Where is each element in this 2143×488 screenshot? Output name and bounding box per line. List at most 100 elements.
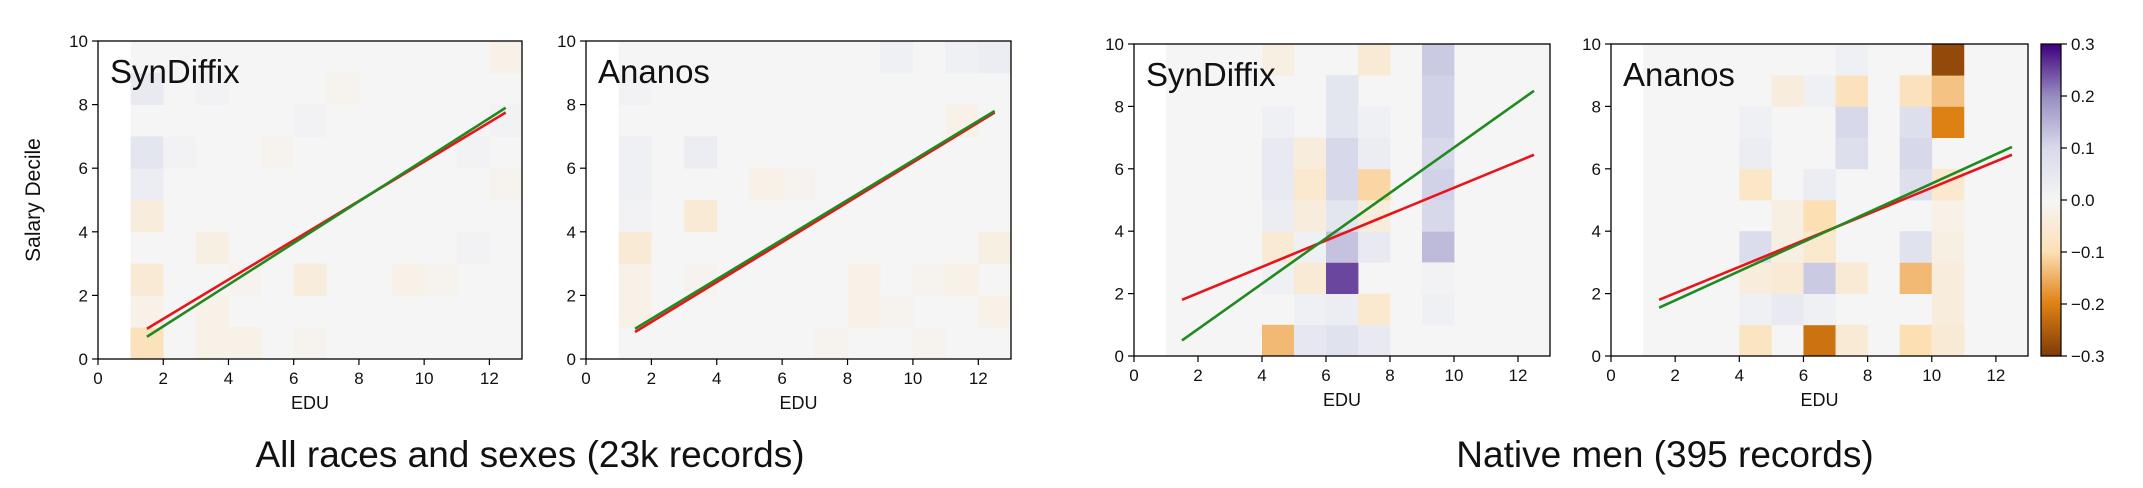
heatmap-cell (618, 263, 652, 296)
x-axis-label: EDU (1800, 390, 1838, 410)
colorbar-tick-label: −0.3 (2071, 347, 2105, 366)
colorbar-segment (2041, 166, 2061, 170)
heatmap-cell (1358, 44, 1391, 76)
heatmap-cell (1326, 262, 1359, 294)
heatmap-cell (1835, 324, 1869, 357)
y-tick-label: 8 (79, 96, 88, 115)
chart-panel-4: 0 2 4 6 8 10 12 0 2 4 6 8 10 EDU Ananos (1582, 35, 2029, 410)
colorbar-segment (2041, 98, 2061, 102)
x-tick-label: 6 (1321, 366, 1330, 385)
colorbar-segment (2041, 122, 2061, 126)
colorbar-segment (2041, 163, 2061, 167)
x-tick-label: 2 (1193, 366, 1202, 385)
colorbar-segment (2041, 231, 2061, 235)
x-tick-label: 0 (1129, 366, 1138, 385)
colorbar-segment (2041, 109, 2061, 113)
colorbar-segment (2041, 197, 2061, 201)
colorbar-segment (2041, 137, 2061, 141)
colorbar-segment (2041, 189, 2061, 193)
regression-line-red (146, 111, 507, 330)
y-axis-label: Salary Decile (22, 138, 45, 262)
colorbar-segment (2041, 272, 2061, 276)
colorbar-segment (2041, 210, 2061, 214)
y-tick-label: 0 (1115, 347, 1124, 366)
heatmap-cell (1294, 168, 1327, 201)
colorbar-segment (2041, 220, 2061, 224)
y-tick-label: 0 (567, 350, 576, 369)
x-tick-label: 2 (647, 369, 656, 388)
heatmap-cell (195, 72, 229, 105)
heatmap-cell (880, 41, 914, 74)
colorbar-segment (2041, 202, 2061, 206)
heatmap-cell (945, 41, 979, 74)
colorbar-tick-label: 0.0 (2071, 191, 2095, 210)
heatmap-cell (618, 168, 652, 201)
heatmap-cell (1262, 231, 1295, 263)
colorbar-segment (2041, 111, 2061, 115)
colorbar-segment (2041, 314, 2061, 318)
y-tick-label: 4 (79, 223, 88, 242)
regression-line-red (634, 111, 996, 334)
colorbar-segment (2041, 88, 2061, 92)
heatmap-cell (1422, 200, 1455, 232)
colorbar-segment (2041, 262, 2061, 266)
colorbar-segment (2041, 161, 2061, 165)
x-tick-label: 8 (843, 369, 852, 388)
y-tick-label: 6 (1115, 160, 1124, 179)
colorbar-segment (2041, 317, 2061, 321)
colorbar-segment (2041, 132, 2061, 136)
heatmap-cell (456, 231, 490, 264)
heatmap-cell (130, 136, 164, 169)
colorbar-segment (2041, 150, 2061, 154)
colorbar-segment (2041, 332, 2061, 336)
y-tick-label: 2 (79, 286, 88, 305)
heatmap-cell (1294, 262, 1327, 294)
colorbar-segment (2041, 64, 2061, 68)
heatmap-cell (1262, 168, 1295, 201)
colorbar-segment (2041, 77, 2061, 81)
x-tick-label: 12 (480, 369, 499, 388)
colorbar-segment (2041, 85, 2061, 89)
heatmap-cell (424, 263, 458, 296)
colorbar-segment (2041, 62, 2061, 66)
heatmap-cell (1803, 262, 1836, 294)
heatmap-cell (618, 136, 652, 169)
y-tick-label: 8 (567, 96, 576, 115)
heatmap-cell (1326, 168, 1359, 201)
colorbar-segment (2041, 350, 2061, 354)
colorbar-segment (2041, 353, 2061, 357)
heatmap-cell (1422, 75, 1455, 107)
heatmap-cell (1803, 168, 1836, 201)
y-tick-label: 8 (1115, 97, 1124, 116)
axes-frame (1610, 43, 2029, 357)
colorbar-segment (2041, 228, 2061, 232)
colorbar-segment (2041, 278, 2061, 282)
x-tick-label: 4 (712, 369, 721, 388)
heatmap-cell (391, 263, 425, 296)
heatmap-cell (261, 136, 295, 169)
colorbar-segment (2041, 275, 2061, 279)
heatmap-cell (1422, 137, 1455, 170)
colorbar-segment (2041, 54, 2061, 58)
y-tick-label: 4 (567, 223, 576, 242)
caption-native-men: Native men (395 records) (1456, 434, 1874, 475)
heatmap-cell (293, 104, 327, 137)
colorbar-segment (2041, 129, 2061, 133)
heatmap-cell (1931, 293, 1965, 326)
heatmap-cell (293, 263, 327, 296)
colorbar-segment (2041, 348, 2061, 352)
heatmap-cell (489, 168, 523, 201)
colorbar-segment (2041, 116, 2061, 120)
heatmap-cell (1739, 137, 1772, 170)
x-tick-label: 12 (969, 369, 988, 388)
colorbar-segment (2041, 335, 2061, 339)
colorbar-segment (2041, 205, 2061, 209)
regression-line-green (146, 106, 507, 338)
colorbar-segment (2041, 140, 2061, 144)
y-tick-label: 0 (79, 350, 88, 369)
heatmap-cell (195, 295, 229, 328)
heatmap-cell (1262, 262, 1295, 294)
colorbar-segment (2041, 179, 2061, 183)
x-axis-label: EDU (779, 393, 817, 413)
